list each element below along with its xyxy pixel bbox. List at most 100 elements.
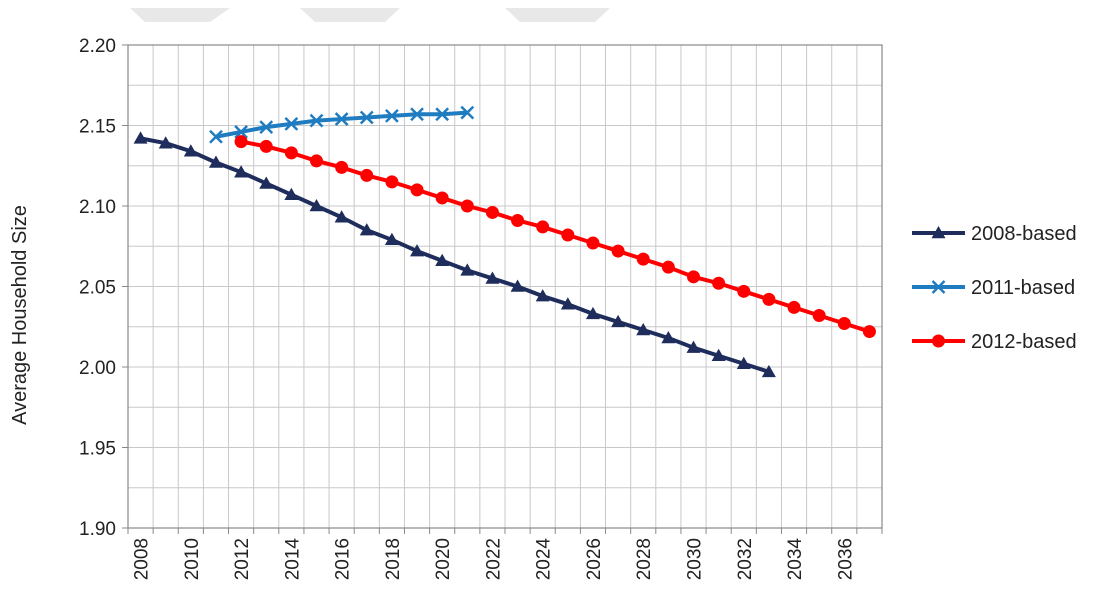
y-tick-label: 2.00 — [79, 358, 116, 379]
data-point-x — [284, 117, 299, 131]
x-tick-label: 2026 — [584, 538, 605, 580]
data-point-circle — [536, 220, 550, 234]
x-tick-label: 2010 — [182, 538, 203, 580]
data-point-triangle — [661, 331, 676, 344]
data-point-triangle — [711, 348, 726, 361]
data-point-circle — [787, 300, 801, 314]
x-tick-label: 2022 — [483, 538, 504, 580]
data-point-circle — [837, 317, 851, 331]
y-tick-label: 1.90 — [79, 519, 116, 540]
data-point-circle — [360, 168, 374, 182]
x-tick-label: 2030 — [685, 538, 706, 580]
data-point-x-stroke — [931, 280, 946, 294]
data-point-x — [309, 113, 324, 128]
data-point-x-stroke — [334, 112, 349, 126]
y-axis-title: Average Household Size — [9, 205, 31, 425]
data-point-x — [931, 280, 946, 294]
data-point-triangle — [736, 356, 751, 370]
data-point-circle — [335, 160, 349, 174]
x-tick-label: 2020 — [433, 538, 454, 580]
data-point-triangle — [334, 210, 349, 223]
y-tick-label: 2.05 — [79, 278, 116, 299]
data-point-x-stroke — [435, 107, 450, 122]
data-point-triangle — [133, 131, 148, 144]
data-point-circle — [611, 244, 625, 258]
data-point-circle — [812, 308, 826, 322]
gridlines — [127, 44, 883, 529]
y-tick-label: 2.15 — [79, 117, 116, 138]
y-tick-label: 2.20 — [79, 36, 116, 57]
data-point-x-stroke — [234, 125, 248, 139]
data-point-x — [410, 107, 424, 122]
legend-item: 2011-based — [912, 277, 1075, 299]
data-point-x — [209, 129, 223, 144]
x-tick-label: 2016 — [333, 538, 354, 580]
data-point-triangle — [636, 322, 651, 336]
data-point-triangle — [761, 364, 776, 378]
data-point-x-stroke — [259, 120, 274, 134]
data-point-triangle — [585, 306, 600, 320]
data-point-circle — [485, 205, 499, 219]
data-point-x — [435, 107, 450, 122]
data-point-triangle — [309, 199, 324, 212]
data-point-triangle — [359, 223, 374, 236]
data-series — [133, 105, 876, 378]
data-point-circle — [234, 135, 248, 149]
data-point-circle — [762, 292, 776, 306]
data-point-circle — [661, 260, 675, 274]
x-tick-label: 2034 — [785, 538, 806, 581]
data-point-x — [334, 112, 349, 126]
data-point-circle — [561, 228, 575, 242]
x-tick-label: 2014 — [282, 538, 303, 581]
data-point-x-stroke — [209, 129, 223, 144]
data-point-circle — [737, 284, 751, 298]
data-point-circle — [862, 325, 876, 339]
data-point-circle — [435, 191, 449, 205]
x-tick-label: 2032 — [735, 538, 756, 580]
data-point-triangle — [158, 136, 173, 149]
decor-strip — [130, 8, 230, 22]
data-point-triangle — [535, 289, 550, 302]
x-tick-label: 2028 — [634, 538, 655, 580]
data-point-triangle — [284, 187, 299, 200]
series-2011-based — [209, 105, 475, 144]
data-point-x-stroke — [460, 105, 475, 120]
data-point-triangle — [560, 297, 575, 310]
watermark-strip — [130, 8, 610, 22]
data-point-circle — [385, 175, 399, 189]
data-point-circle — [636, 252, 650, 266]
legend-item: 2008-based — [912, 223, 1077, 245]
data-point-circle — [259, 139, 273, 153]
data-point-x — [359, 110, 374, 125]
data-point-triangle — [208, 155, 223, 168]
data-point-triangle — [384, 232, 399, 246]
x-tick-label: 2008 — [132, 538, 153, 580]
data-point-triangle — [410, 244, 425, 257]
legend-item: 2012-based — [912, 331, 1077, 353]
data-point-triangle — [234, 165, 249, 178]
data-point-x — [234, 125, 248, 139]
series-2008-based — [133, 131, 776, 378]
data-point-x — [259, 120, 274, 134]
y-tick-label: 2.10 — [79, 197, 116, 218]
legend: 2008-based 2011-based 2012-based — [912, 223, 1077, 353]
data-point-triangle — [435, 253, 450, 266]
x-tick-label: 2036 — [835, 538, 856, 580]
data-point-circle — [687, 270, 700, 284]
legend-label: 2008-based — [971, 223, 1077, 245]
data-point-triangle — [485, 271, 500, 284]
data-point-x-stroke — [309, 113, 324, 128]
decor-strip — [505, 8, 610, 22]
data-point-circle — [310, 154, 323, 168]
data-point-x-stroke — [359, 110, 374, 125]
data-point-x-stroke — [284, 117, 299, 131]
series-2012-based — [234, 135, 876, 339]
y-tick-label: 1.95 — [79, 439, 116, 460]
data-point-circle — [284, 146, 298, 160]
x-tick-label: 2012 — [232, 538, 253, 580]
decor-strip — [300, 8, 400, 22]
data-point-circle — [712, 276, 726, 290]
legend-label: 2012-based — [971, 331, 1077, 353]
data-point-triangle — [183, 144, 198, 157]
data-point-circle — [586, 236, 600, 250]
